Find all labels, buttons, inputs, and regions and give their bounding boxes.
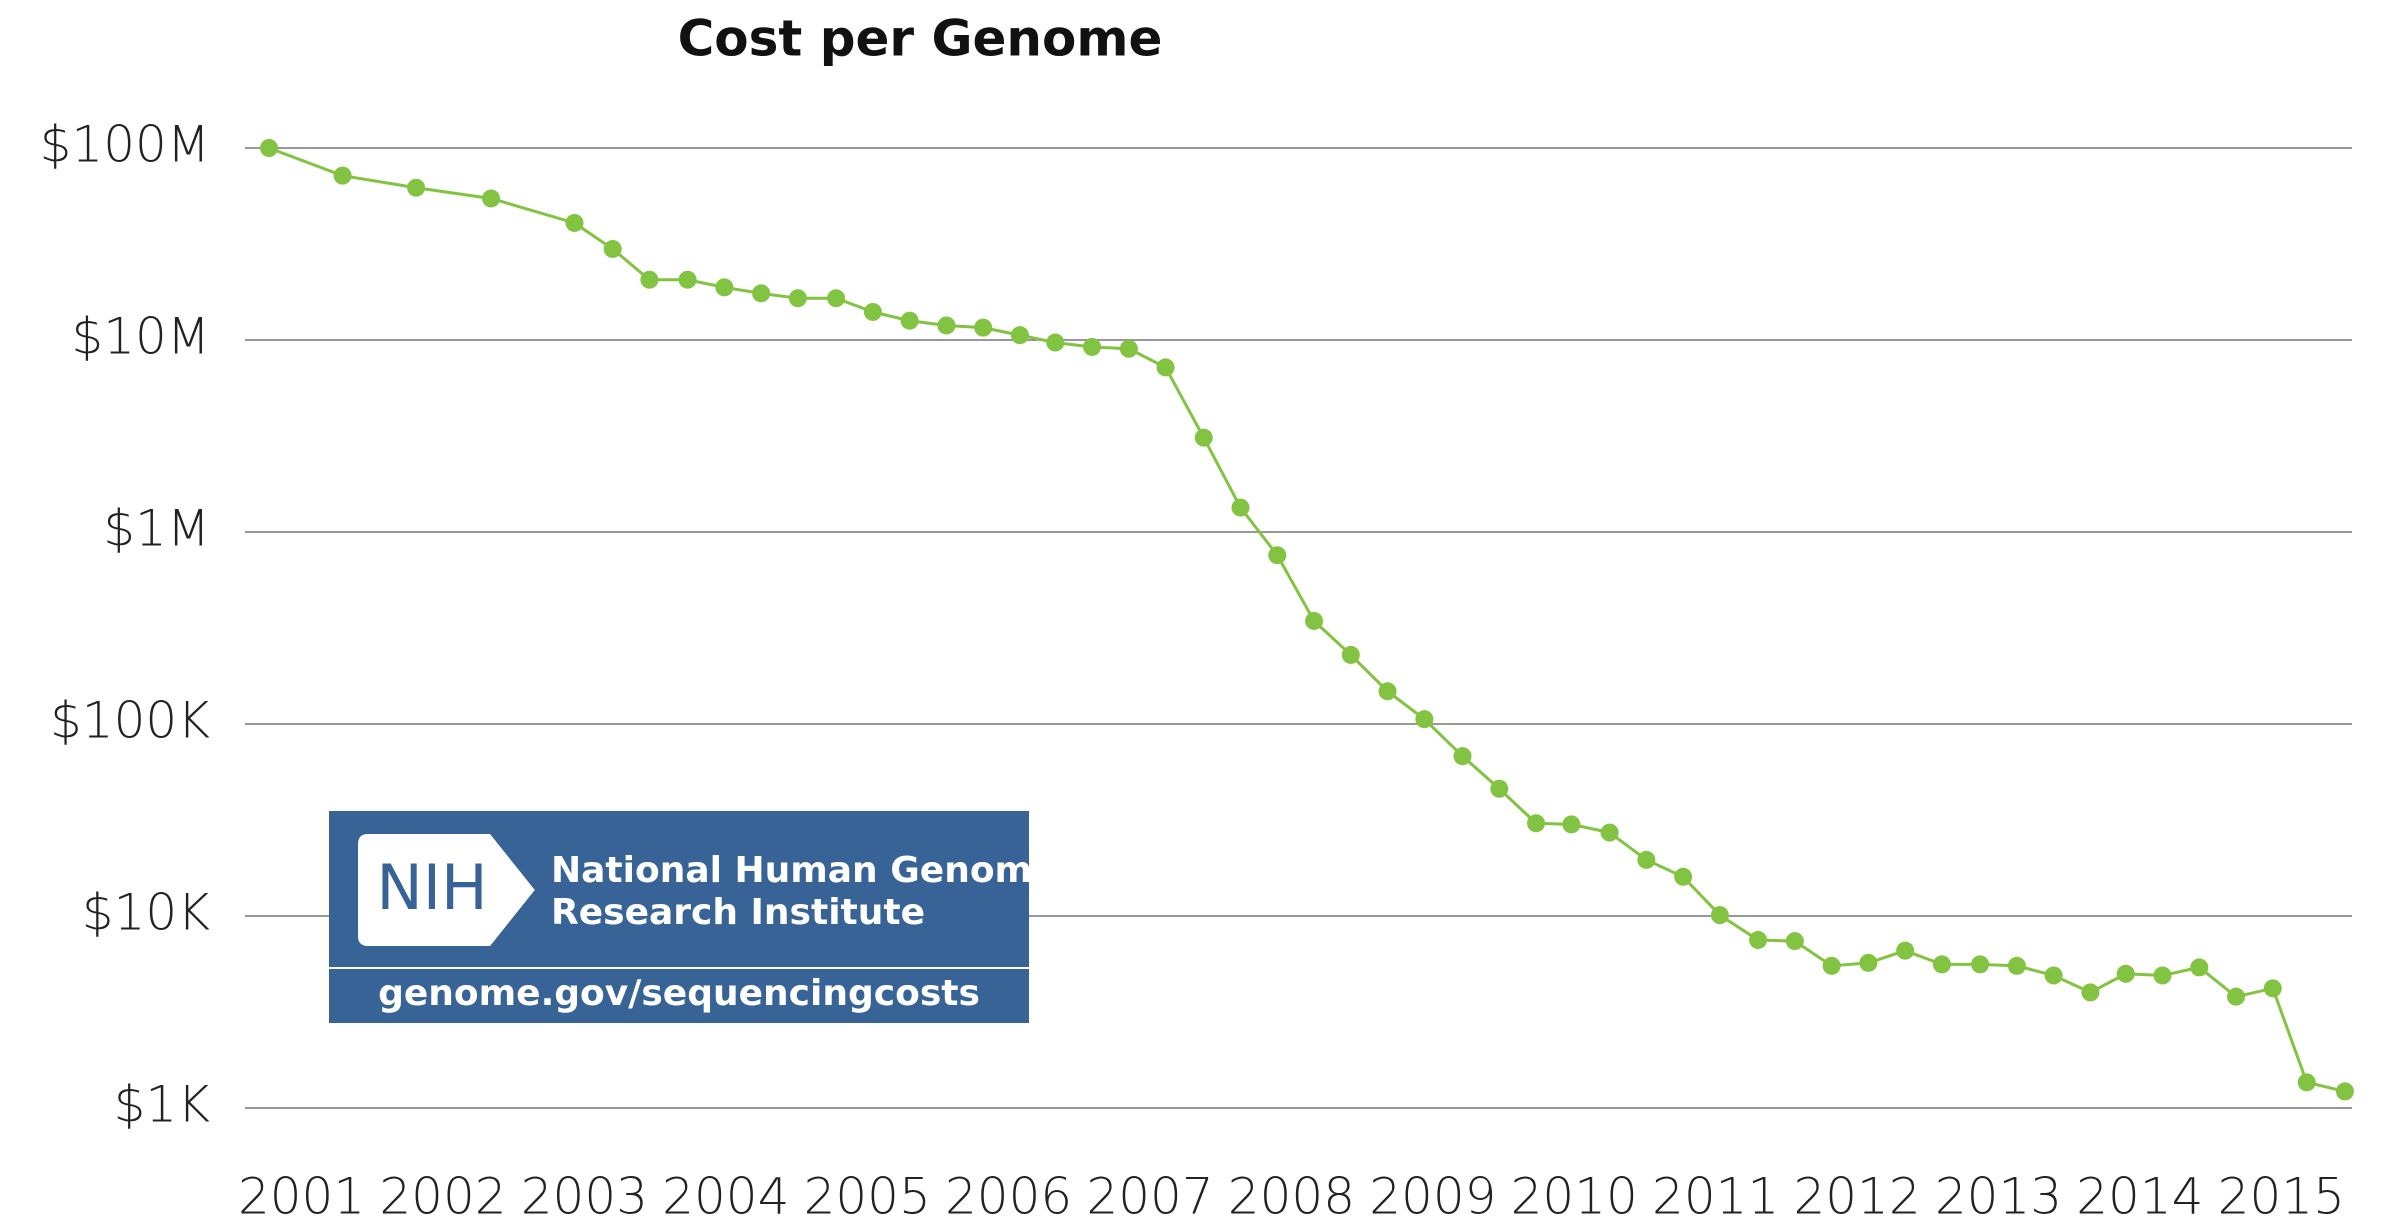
point <box>2297 1073 2316 1092</box>
point <box>2116 964 2135 983</box>
point <box>863 302 882 321</box>
point <box>1562 815 1581 834</box>
y-tick-label: $10M <box>71 308 210 366</box>
logo-mark: NIH <box>376 851 487 924</box>
point <box>900 311 919 330</box>
logo-chevron <box>496 838 542 942</box>
x-tick-label: 2015 <box>2218 1168 2345 1225</box>
point <box>603 239 622 258</box>
point <box>1600 823 1619 842</box>
logo: NIH National Human Genome Research Insti… <box>329 811 1056 1023</box>
point <box>482 189 501 208</box>
x-tick-label: 2002 <box>379 1168 506 1225</box>
point <box>937 316 956 335</box>
point <box>1415 710 1434 729</box>
x-tick-label: 2004 <box>662 1168 789 1225</box>
point <box>1341 645 1360 664</box>
x-tick-label: 2006 <box>945 1168 1072 1225</box>
x-tick-label: 2009 <box>1369 1168 1496 1225</box>
point <box>1637 850 1656 869</box>
point <box>1527 814 1546 833</box>
point <box>1010 326 1029 345</box>
logo-line: Research Institute <box>551 892 925 933</box>
point <box>788 289 807 308</box>
point <box>678 270 697 289</box>
x-tick-label: 2003 <box>521 1168 648 1225</box>
point <box>1156 358 1175 377</box>
point <box>1932 955 1951 974</box>
point <box>2044 966 2063 985</box>
point <box>1453 747 1472 766</box>
logo-badge <box>358 834 536 946</box>
point <box>260 139 279 157</box>
point <box>1490 779 1509 798</box>
x-tick-label: 2013 <box>1935 1168 2062 1225</box>
point <box>1896 941 1915 960</box>
point <box>1859 953 1878 972</box>
x-tick-label: 2005 <box>804 1168 931 1225</box>
point <box>1971 955 1990 974</box>
point <box>2227 987 2246 1006</box>
point <box>2081 983 2100 1002</box>
point <box>1083 337 1102 356</box>
y-tick-label: $100M <box>40 116 210 174</box>
point <box>1268 546 1287 565</box>
point <box>640 270 659 289</box>
x-tick-label: 2010 <box>1511 1168 1638 1225</box>
point <box>2007 956 2026 975</box>
x-tick-label: 2012 <box>1793 1168 1920 1225</box>
x-tick-label: 2001 <box>238 1168 365 1225</box>
x-tick-label: 2007 <box>1086 1168 1213 1225</box>
point <box>2153 966 2172 985</box>
y-tick-label: $10K <box>82 884 210 942</box>
point <box>1749 930 1768 949</box>
x-tick-label: 2014 <box>2076 1168 2203 1225</box>
point <box>2190 958 2209 977</box>
y-tick-label: $1K <box>114 1076 211 1134</box>
y-tick-label: $1M <box>103 500 210 558</box>
point <box>2263 979 2282 998</box>
point <box>333 166 352 185</box>
point <box>1674 867 1693 886</box>
point <box>1194 428 1213 447</box>
logo-line: National Human Genome <box>551 850 1056 891</box>
point <box>1710 906 1729 925</box>
point <box>407 178 426 197</box>
point <box>974 318 993 337</box>
point <box>1785 932 1804 951</box>
point <box>1046 333 1065 352</box>
point <box>1231 498 1250 517</box>
point <box>752 284 771 303</box>
logo-url: genome.gov/sequencingcosts <box>378 973 980 1014</box>
point <box>715 278 734 297</box>
point <box>827 289 846 308</box>
point <box>1822 956 1841 975</box>
x-tick-label: 2008 <box>1228 1168 1355 1225</box>
chart-title: Cost per Genome <box>678 10 1163 68</box>
x-tick-label: 2011 <box>1652 1168 1779 1225</box>
y-tick-label: $100K <box>50 692 210 750</box>
point <box>2335 1082 2354 1101</box>
point <box>1119 339 1138 358</box>
point <box>565 213 584 232</box>
point <box>1305 611 1324 630</box>
point <box>1378 682 1397 701</box>
